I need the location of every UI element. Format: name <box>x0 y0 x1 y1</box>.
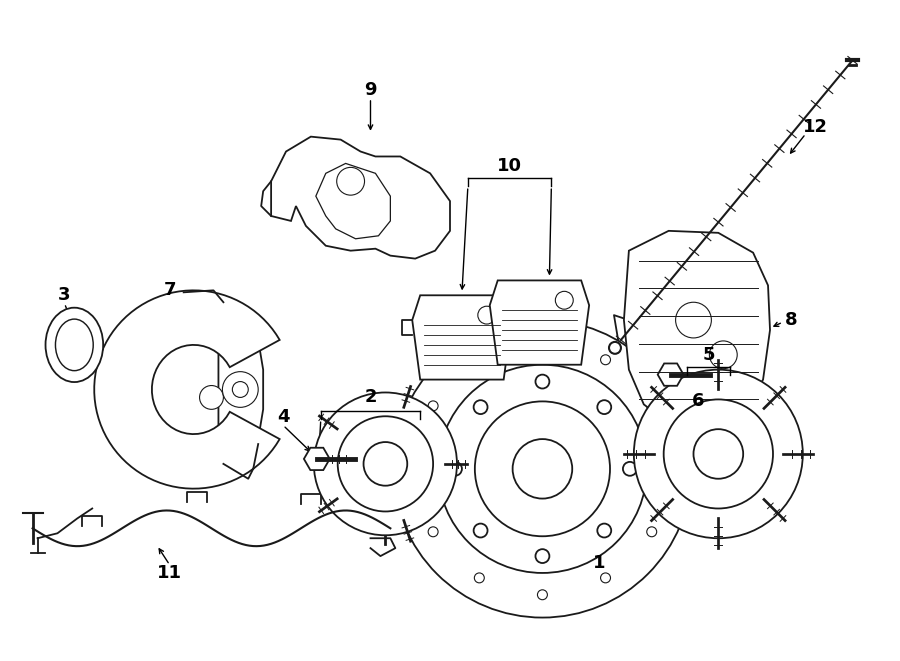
Circle shape <box>475 401 610 536</box>
Circle shape <box>609 342 621 354</box>
Text: 9: 9 <box>364 81 377 99</box>
Circle shape <box>694 429 743 479</box>
Circle shape <box>232 381 248 397</box>
Circle shape <box>536 375 549 389</box>
Polygon shape <box>271 137 450 258</box>
Circle shape <box>663 464 673 474</box>
Circle shape <box>600 355 610 365</box>
Circle shape <box>338 416 433 512</box>
Circle shape <box>647 527 657 537</box>
Circle shape <box>676 302 711 338</box>
Text: 7: 7 <box>164 282 176 299</box>
Text: 1: 1 <box>593 554 606 572</box>
Text: 2: 2 <box>364 389 377 407</box>
Circle shape <box>663 399 773 508</box>
Circle shape <box>428 527 438 537</box>
Circle shape <box>634 369 803 538</box>
Polygon shape <box>658 364 683 386</box>
Polygon shape <box>219 340 263 439</box>
Polygon shape <box>412 295 511 379</box>
Circle shape <box>537 590 547 600</box>
Text: 8: 8 <box>785 311 797 329</box>
Polygon shape <box>304 447 329 470</box>
Circle shape <box>200 385 223 409</box>
Text: 12: 12 <box>803 118 828 136</box>
Text: 3: 3 <box>58 286 70 304</box>
Circle shape <box>448 462 462 476</box>
Text: 11: 11 <box>158 564 182 582</box>
Text: 10: 10 <box>497 157 522 175</box>
Polygon shape <box>624 231 770 429</box>
Circle shape <box>473 400 488 414</box>
Text: 4: 4 <box>277 408 289 426</box>
Polygon shape <box>316 163 391 239</box>
Circle shape <box>478 306 496 324</box>
Circle shape <box>473 524 488 537</box>
Circle shape <box>474 355 484 365</box>
Circle shape <box>428 401 438 411</box>
Circle shape <box>474 573 484 583</box>
Circle shape <box>598 524 611 537</box>
Circle shape <box>536 549 549 563</box>
Polygon shape <box>94 290 280 488</box>
Polygon shape <box>490 280 590 365</box>
Circle shape <box>314 393 457 535</box>
Circle shape <box>411 464 421 474</box>
Circle shape <box>600 573 610 583</box>
Circle shape <box>709 341 737 369</box>
Circle shape <box>537 338 547 348</box>
Ellipse shape <box>56 319 94 371</box>
Ellipse shape <box>46 307 104 382</box>
Circle shape <box>513 439 572 498</box>
Circle shape <box>364 442 408 486</box>
Circle shape <box>598 400 611 414</box>
Circle shape <box>337 167 365 195</box>
Circle shape <box>393 320 691 617</box>
Text: 6: 6 <box>692 393 705 410</box>
Circle shape <box>647 401 657 411</box>
Circle shape <box>623 462 637 476</box>
Circle shape <box>555 292 573 309</box>
Text: 5: 5 <box>702 346 715 364</box>
Circle shape <box>438 365 647 573</box>
Circle shape <box>222 371 258 407</box>
